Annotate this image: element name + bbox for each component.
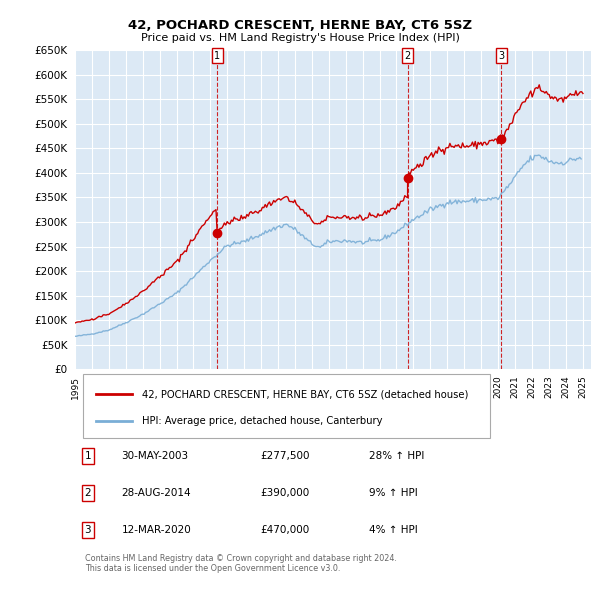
Text: 3: 3 (85, 525, 91, 535)
Text: Price paid vs. HM Land Registry's House Price Index (HPI): Price paid vs. HM Land Registry's House … (140, 33, 460, 43)
Text: 12-MAR-2020: 12-MAR-2020 (121, 525, 191, 535)
Text: £390,000: £390,000 (261, 488, 310, 498)
Text: £470,000: £470,000 (261, 525, 310, 535)
Text: 1: 1 (85, 451, 91, 461)
Text: Contains HM Land Registry data © Crown copyright and database right 2024.
This d: Contains HM Land Registry data © Crown c… (85, 554, 397, 573)
Text: 28-AUG-2014: 28-AUG-2014 (121, 488, 191, 498)
Text: HPI: Average price, detached house, Canterbury: HPI: Average price, detached house, Cant… (142, 416, 383, 426)
FancyBboxPatch shape (83, 375, 490, 438)
Text: 2: 2 (85, 488, 91, 498)
Text: 4% ↑ HPI: 4% ↑ HPI (369, 525, 418, 535)
Text: 3: 3 (498, 51, 504, 61)
Text: 9% ↑ HPI: 9% ↑ HPI (369, 488, 418, 498)
Text: 30-MAY-2003: 30-MAY-2003 (121, 451, 188, 461)
Text: 42, POCHARD CRESCENT, HERNE BAY, CT6 5SZ: 42, POCHARD CRESCENT, HERNE BAY, CT6 5SZ (128, 19, 472, 32)
Text: 1: 1 (214, 51, 220, 61)
Text: 28% ↑ HPI: 28% ↑ HPI (369, 451, 424, 461)
Text: 2: 2 (404, 51, 411, 61)
Text: £277,500: £277,500 (261, 451, 310, 461)
Text: 42, POCHARD CRESCENT, HERNE BAY, CT6 5SZ (detached house): 42, POCHARD CRESCENT, HERNE BAY, CT6 5SZ… (142, 389, 469, 399)
